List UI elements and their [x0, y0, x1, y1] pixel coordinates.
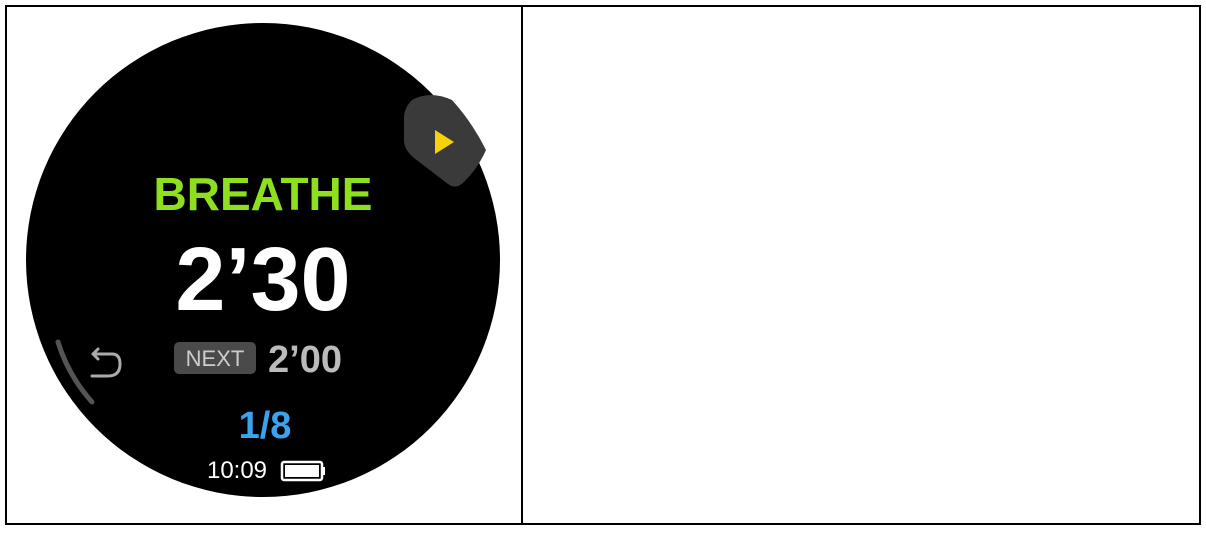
play-icon — [435, 130, 454, 154]
next-label: NEXT — [186, 346, 245, 371]
back-button[interactable] — [90, 347, 122, 378]
watch-face — [26, 23, 500, 497]
back-arc — [55, 339, 95, 405]
progress: 1/8 — [239, 405, 292, 447]
clock: 10:09 — [207, 457, 267, 484]
battery-tip — [322, 467, 325, 475]
next-timer: 2’00 — [268, 339, 342, 381]
battery-level — [285, 465, 319, 477]
next-badge — [174, 342, 256, 374]
main-timer: 2’30 — [175, 230, 350, 330]
phase-label: BREATHE — [154, 168, 373, 220]
